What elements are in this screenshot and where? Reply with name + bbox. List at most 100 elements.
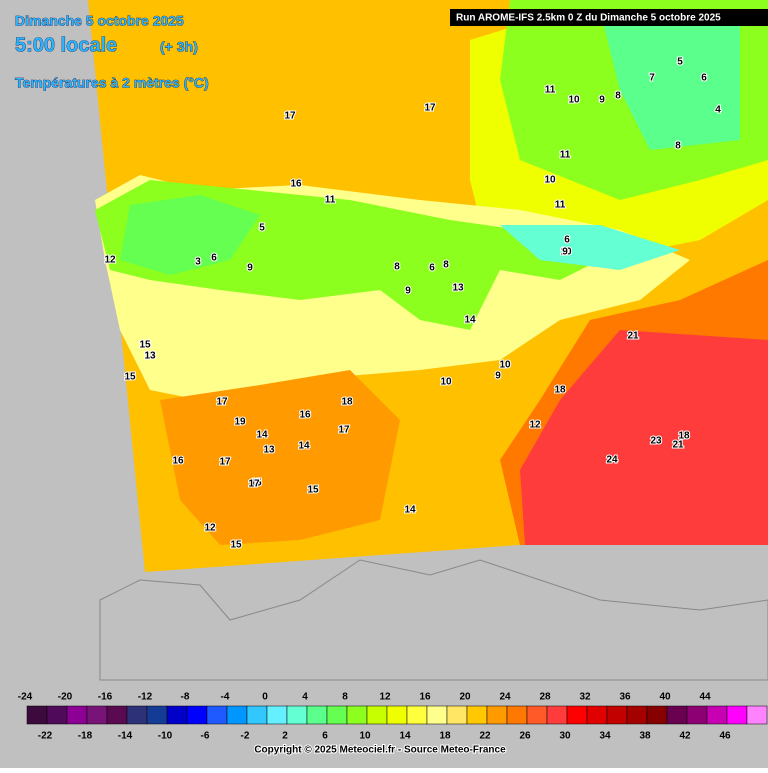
temp-label: 17 <box>424 103 436 114</box>
temp-label: 14 <box>298 441 310 452</box>
color-cell <box>166 705 188 725</box>
color-cell <box>446 705 468 725</box>
color-cell <box>506 705 528 725</box>
temp-label: 10 <box>568 95 580 106</box>
temp-label: 8 <box>675 141 681 152</box>
temp-label: 6 <box>701 73 707 84</box>
color-cell <box>666 705 688 725</box>
temp-zone <box>160 370 400 545</box>
temp-label: 10 <box>560 247 572 258</box>
temp-label: 11 <box>560 150 571 161</box>
run-banner <box>450 9 768 26</box>
color-cell <box>206 705 228 725</box>
legend-tick: -20 <box>58 692 73 703</box>
temp-zone <box>520 330 768 545</box>
color-cell <box>186 705 208 725</box>
legend-tick: 18 <box>439 731 451 742</box>
legend: -24 -20 -16 -12 -8 -4 0 4 8 12 16 20 24 28 32 36 40 44-22… <box>18 692 768 742</box>
color-cell <box>86 705 108 725</box>
run-label: Run AROME-IFS 2.5km 0 Z du Dimanche 5 oc… <box>456 13 721 24</box>
temp-label: 14 <box>404 505 416 516</box>
temp-label: 9 <box>599 95 605 106</box>
offset: (+ 3h) <box>160 39 198 55</box>
legend-panel <box>0 688 768 768</box>
legend-tick: 16 <box>419 692 431 703</box>
legend-tick: -16 <box>98 692 113 703</box>
temp-label: 8 <box>394 262 400 273</box>
temp-label: 17 <box>284 111 296 122</box>
color-cell <box>426 705 448 725</box>
temp-label: 14 <box>464 315 476 326</box>
color-cell <box>686 705 708 725</box>
color-cell <box>346 705 368 725</box>
color-cell <box>386 705 408 725</box>
color-cell <box>26 705 48 725</box>
temp-label: 18 <box>341 397 353 408</box>
legend-tick: 0 <box>262 692 268 703</box>
temp-label: 21 <box>672 440 684 451</box>
temp-label: 3 <box>195 257 201 268</box>
temp-label: 4 <box>715 105 721 116</box>
temp-label: 19 <box>234 417 246 428</box>
temp-label: 11 <box>545 85 556 96</box>
legend-tick: 22 <box>479 731 491 742</box>
temp-label: 16 <box>172 456 184 467</box>
copyright: Copyright © 2025 Meteociel.fr - Source M… <box>254 745 506 756</box>
legend-tick: 30 <box>559 731 571 742</box>
temp-label: 18 <box>678 431 690 442</box>
temp-label: 23 <box>650 436 662 447</box>
coastline <box>99 559 768 681</box>
temp-label: 15 <box>139 340 151 351</box>
legend-tick: 8 <box>342 692 348 703</box>
temp-label: 15 <box>124 372 136 383</box>
temp-label: 9 <box>562 247 568 258</box>
color-cell <box>466 705 488 725</box>
temp-label: 8 <box>443 260 449 271</box>
color-cell <box>486 705 508 725</box>
temp-zone <box>500 225 680 270</box>
temp-label: 12 <box>529 420 541 431</box>
color-cell <box>406 705 428 725</box>
temp-label: 5 <box>677 57 683 68</box>
color-cell <box>286 705 308 725</box>
legend-tick: 14 <box>399 731 411 742</box>
temp-label: 5 <box>259 223 265 234</box>
temp-label: 12 <box>204 523 216 534</box>
legend-tick: -12 <box>138 692 153 703</box>
temp-label: 10 <box>499 360 511 371</box>
legend-tick: 26 <box>519 731 531 742</box>
temp-label: 14 <box>256 430 268 441</box>
field: Températures à 2 mètres (°C) <box>15 75 209 91</box>
color-cell <box>266 705 288 725</box>
legend-tick: -10 <box>158 731 173 742</box>
temp-label: 8 <box>615 91 621 102</box>
color-cell <box>706 705 728 725</box>
time: 5:00 locale <box>15 34 117 56</box>
color-cell <box>626 705 648 725</box>
temp-label: 16 <box>299 410 311 421</box>
legend-tick: 24 <box>499 692 511 703</box>
color-cell <box>566 705 588 725</box>
temp-label: 17 <box>248 479 260 490</box>
temp-label: 9 <box>495 371 501 382</box>
legend-tick: -6 <box>201 731 210 742</box>
legend-tick: -18 <box>78 731 93 742</box>
legend-tick: -4 <box>221 692 230 703</box>
temp-label: 10 <box>544 175 556 186</box>
color-cell <box>606 705 628 725</box>
color-cell <box>66 705 88 725</box>
temp-zone <box>600 10 740 150</box>
legend-tick: 6 <box>322 731 328 742</box>
temp-label: 9 <box>405 286 411 297</box>
temp-label: 13 <box>452 283 464 294</box>
legend-tick: 42 <box>679 731 691 742</box>
temp-label: 6 <box>564 235 570 246</box>
legend-tick: -14 <box>118 731 133 742</box>
color-cell <box>46 705 68 725</box>
temp-label: 13 <box>144 351 156 362</box>
legend-tick: -22 <box>38 731 53 742</box>
temp-label: 17 <box>216 397 228 408</box>
temp-label: 6 <box>429 263 435 274</box>
temp-label: 7 <box>649 73 655 84</box>
temp-label: 9 <box>247 263 253 274</box>
